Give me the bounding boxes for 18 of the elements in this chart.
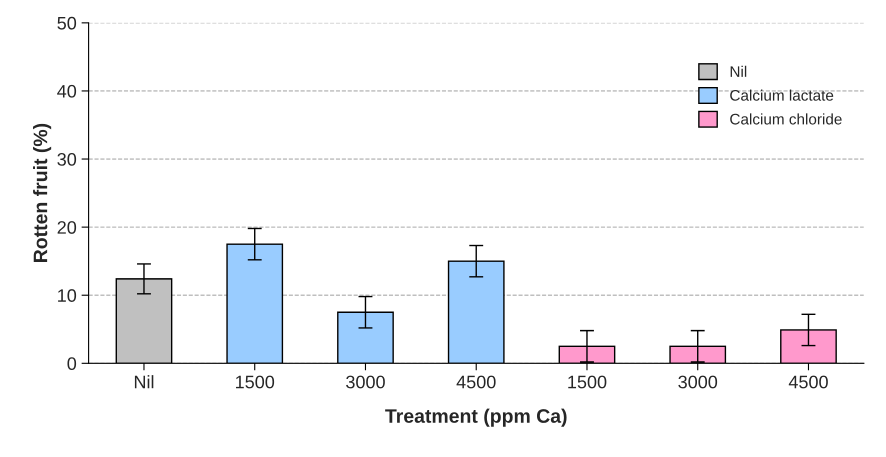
x-tick-label: 3000 — [346, 376, 385, 388]
x-tick-label: Nil — [134, 375, 154, 388]
y-tick-label: 30 — [57, 152, 76, 166]
y-tick-label: 40 — [57, 84, 76, 98]
x-tick-label: 1500 — [568, 376, 606, 388]
y-tick-label: 20 — [58, 221, 76, 234]
y-tick-label: 0 — [67, 357, 76, 370]
legend-label: Calcium chloride — [730, 113, 842, 125]
x-axis-title: Treatment (ppm Ca) — [385, 408, 567, 427]
y-tick-label: 10 — [58, 289, 76, 302]
x-tick-label: 1500 — [236, 376, 274, 388]
y-tick-label: 50 — [57, 16, 76, 30]
x-tick-label: 4500 — [456, 376, 496, 388]
y-axis-title: Rotten fruit (%) — [33, 124, 52, 262]
x-tick-label: 4500 — [788, 376, 828, 388]
legend-label: Calcium lactate — [730, 90, 834, 101]
x-tick-label: 3000 — [678, 376, 718, 388]
legend-label: Nil — [730, 66, 746, 77]
